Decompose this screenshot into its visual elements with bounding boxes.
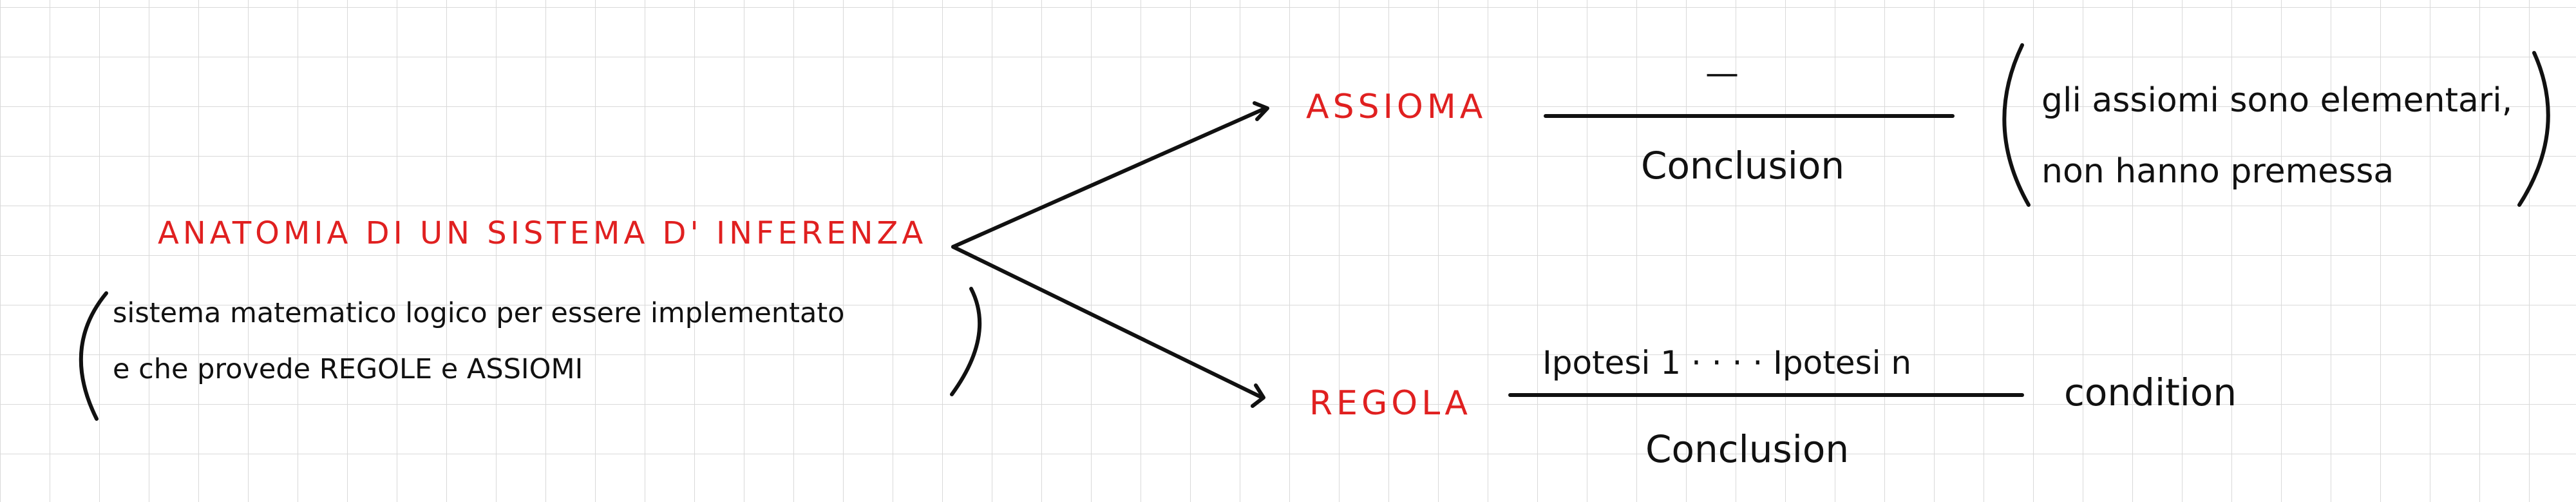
- axiom-note-line-2: non hanno premessa: [2041, 152, 2394, 191]
- rule-label: REGOLA: [1309, 384, 1472, 423]
- axiom-note-open-paren: [2002, 43, 2031, 207]
- axiom-premise: —: [1705, 54, 1739, 93]
- description-close-paren: [950, 287, 982, 396]
- axiom-note-close-paren: [2517, 51, 2550, 207]
- description-line-1: sistema matematico logico per essere imp…: [113, 297, 845, 329]
- branch-line-to-axiom: [951, 106, 1267, 249]
- arrowhead-axiom-icon: [1253, 101, 1269, 121]
- rule-side-condition: condition: [2064, 371, 2237, 414]
- axiom-note-line-1: gli assiomi sono elementari,: [2041, 81, 2513, 120]
- arrowhead-rule-icon: [1251, 383, 1265, 408]
- rule-premise: Ipotesi 1 · · · · Ipotesi n: [1542, 344, 1912, 381]
- branch-line-to-rule: [951, 245, 1264, 400]
- description-line-2: e che provede REGOLE e ASSIOMI: [113, 353, 583, 385]
- rule-conclusion: Conclusion: [1645, 427, 1850, 471]
- diagram-title: ANATOMIA DI UN SISTEMA D' INFERENZA: [158, 215, 927, 251]
- axiom-conclusion: Conclusion: [1641, 144, 1845, 188]
- description-open-paren: [79, 291, 108, 421]
- axiom-label: ASSIOMA: [1306, 88, 1487, 126]
